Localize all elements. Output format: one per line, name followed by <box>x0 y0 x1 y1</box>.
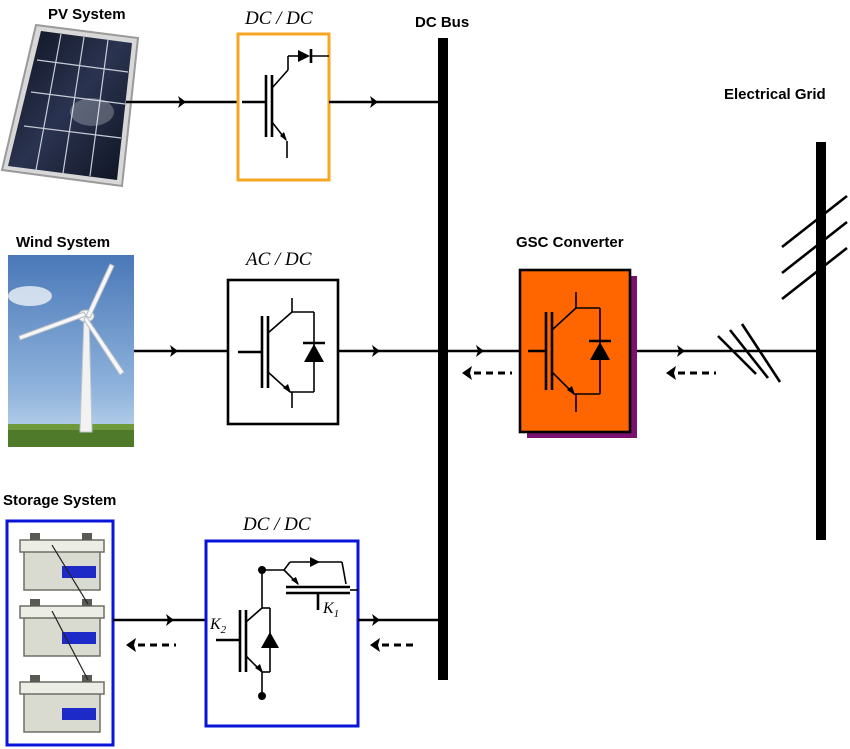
pv-converter-label: DC / DC <box>244 8 313 29</box>
wind-arrow-out <box>372 345 380 357</box>
electrical-grid-label: Electrical Grid <box>724 86 826 103</box>
solar-panel-icon <box>0 23 140 188</box>
gsc-dashed-arrow-left <box>462 366 472 380</box>
pv-converter-box <box>236 32 331 182</box>
storage-bidirectional-switch <box>216 557 358 700</box>
wind-arrow-in <box>170 345 178 357</box>
k2-label: K2 <box>209 616 227 636</box>
pv-transistor-symbol <box>242 49 329 158</box>
storage-converter-label: DC / DC <box>242 514 311 535</box>
wind-igbt-symbol <box>238 298 325 408</box>
storage-converter-box <box>204 539 360 728</box>
storage-arrow-out <box>372 614 380 626</box>
grid-bus-bar <box>816 142 826 540</box>
pv-arrow-out <box>370 96 378 108</box>
grid-three-phase-marks <box>781 194 848 301</box>
wind-system-label: Wind System <box>16 234 110 251</box>
gsc-arrow-left <box>476 345 484 357</box>
pv-system-label: PV System <box>48 6 126 23</box>
wind-turbine-icon <box>8 255 134 447</box>
storage-dashed-arrow-out <box>370 638 380 652</box>
gsc-igbt-symbol <box>528 292 611 412</box>
pv-arrow-in <box>178 96 186 108</box>
dc-bus-bar <box>438 38 448 680</box>
grid-arrow <box>677 345 685 357</box>
storage-dashed-arrow <box>126 638 136 652</box>
gsc-converter-label: GSC Converter <box>516 234 624 251</box>
k1-label: K1 <box>322 600 339 620</box>
grid-dashed-arrow <box>666 366 676 380</box>
dc-bus-label: DC Bus <box>415 14 469 31</box>
wind-converter-label: AC / DC <box>244 249 312 270</box>
storage-arrow-in <box>166 614 174 626</box>
storage-system-label: Storage System <box>3 492 116 509</box>
line-three-phase-marks <box>717 323 782 383</box>
battery-stack-icon <box>19 533 105 733</box>
